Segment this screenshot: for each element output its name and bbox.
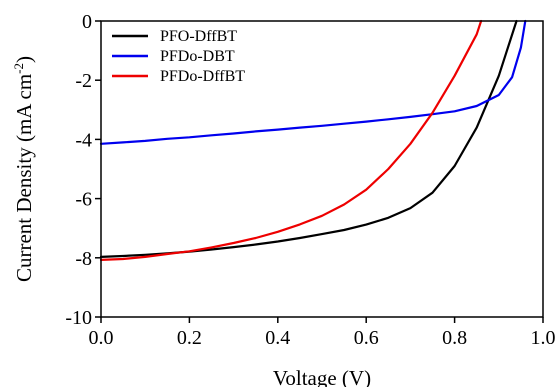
y-tick-label: -8 xyxy=(75,248,92,270)
y-axis-title-superscript: -2 xyxy=(11,63,26,74)
plot-frame xyxy=(100,20,544,318)
y-tick-label: -4 xyxy=(75,129,92,151)
x-tick-label: 0.0 xyxy=(89,327,114,349)
y-tick-label: -2 xyxy=(75,70,92,92)
series-line-pfdo-dbt xyxy=(99,19,527,145)
x-tick-label: 0.4 xyxy=(265,327,290,349)
y-tick-label: 0 xyxy=(82,11,92,33)
y-axis-title: Current Density (mA cm-2) xyxy=(11,56,36,282)
tick-layer: 0.0 0.2 0.4 0.6 0.8 1.0 0 -2 -4 -6 -8 -10 xyxy=(65,11,555,349)
x-tick-label: 1.0 xyxy=(531,327,556,349)
y-tick-label: -10 xyxy=(65,307,92,329)
legend-label: PFDo-DffBT xyxy=(160,68,245,85)
legend-label: PFO-DffBT xyxy=(160,28,237,45)
y-axis-title-close: ) xyxy=(12,56,36,63)
series-layer xyxy=(99,19,527,261)
x-tick-label: 0.8 xyxy=(442,327,467,349)
legend-label: PFDo-DBT xyxy=(160,48,235,65)
x-tick-label: 0.2 xyxy=(177,327,202,349)
x-axis-title: Voltage (V) xyxy=(273,366,371,387)
y-axis-title-main: Current Density (mA cm xyxy=(12,74,36,282)
y-tick-label: -6 xyxy=(75,189,92,211)
x-tick-label: 0.6 xyxy=(354,327,379,349)
legend: PFO-DffBT PFDo-DBT PFDo-DffBT xyxy=(112,28,245,85)
series-line-pfdo-dffbt xyxy=(99,19,483,261)
